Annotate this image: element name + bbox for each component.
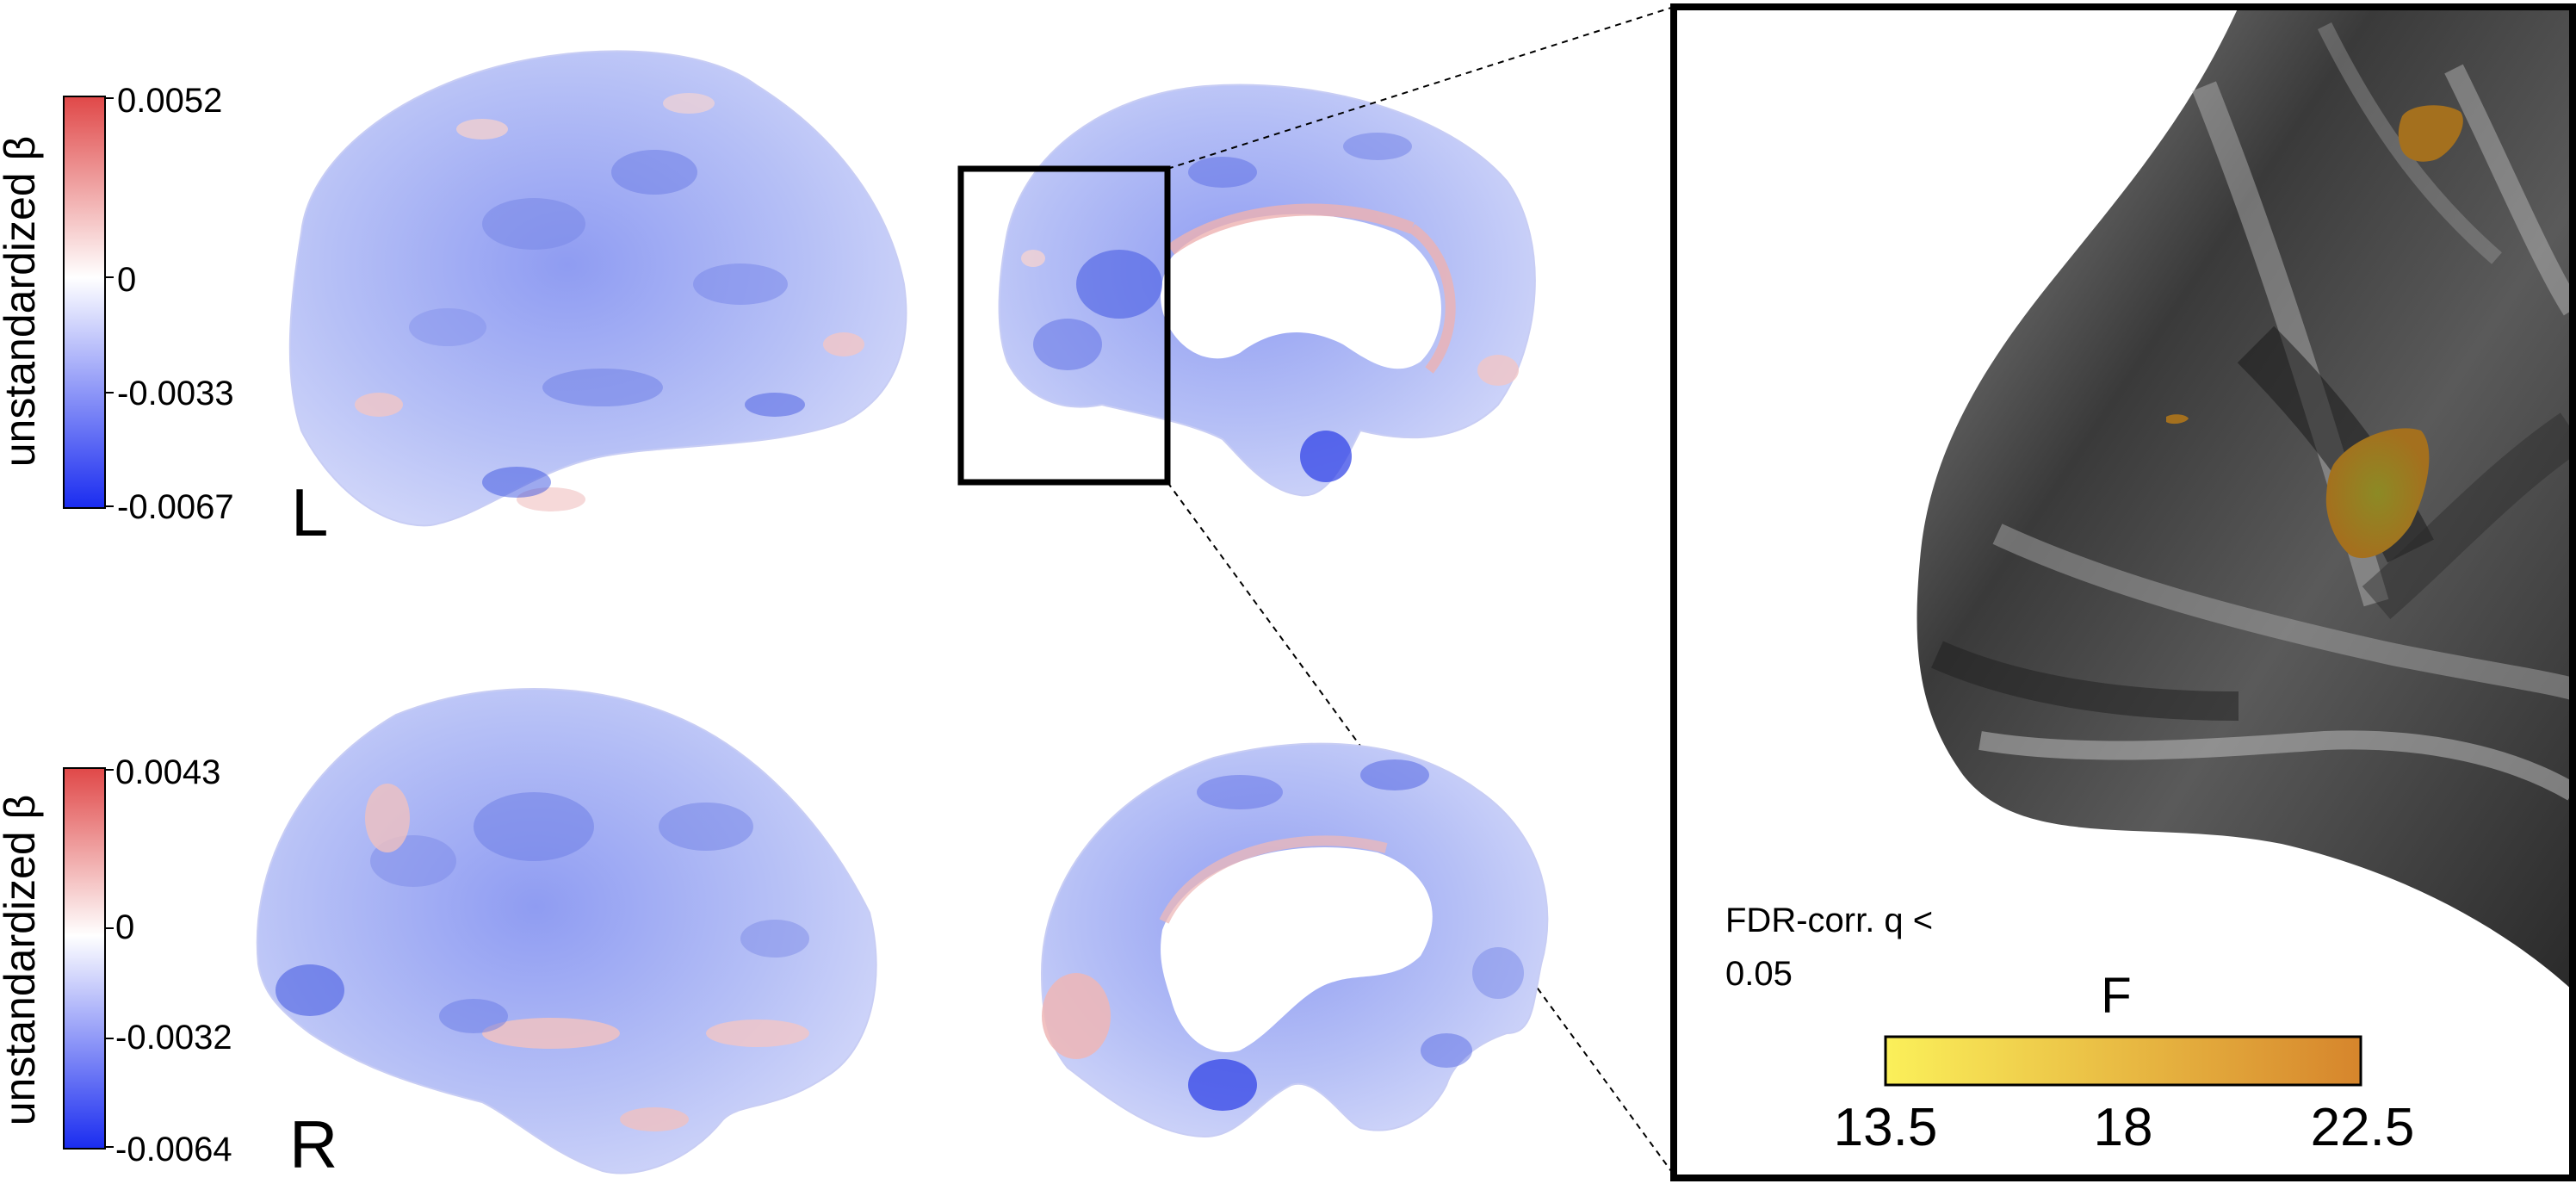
colorbar-left: 0.0052 0 -0.0033 -0.0067 unstandardized … xyxy=(0,82,234,526)
colorbar-left-gradient xyxy=(63,96,106,509)
colorbar-right-tick-min: -0.0064 xyxy=(115,1131,232,1168)
f-colorbar-title: F xyxy=(2101,968,2131,1024)
colorbar-right-tick-max: 0.0043 xyxy=(115,753,220,791)
colorbar-left-tick-zero: 0 xyxy=(117,261,136,299)
colorbar-left-tick-mid: -0.0033 xyxy=(117,375,234,412)
brain-right-medial xyxy=(1040,742,1549,1138)
f-colorbar-gradient xyxy=(1884,1035,2362,1087)
cluster-3 xyxy=(2166,414,2189,425)
colorbar-left-tick-min: -0.0067 xyxy=(117,488,234,526)
hemisphere-label-left: L xyxy=(291,474,328,550)
colorbar-right-title: unstandardized β xyxy=(0,795,44,1126)
brain-left-lateral xyxy=(288,50,907,527)
f-colorbar-tick-max: 22.5 xyxy=(2311,1098,2415,1157)
inset-panel: FDR-corr. q < 0.05 F 13.5 18 22.5 xyxy=(1670,3,2576,1181)
colorbar-left-title: unstandardized β xyxy=(0,136,44,468)
colorbar-left-tick-max: 0.0052 xyxy=(117,82,222,120)
colorbar-right-tick-zero: 0 xyxy=(115,908,134,946)
colorbar-right-tick-mid: -0.0032 xyxy=(115,1019,232,1057)
colorbar-right-gradient xyxy=(63,767,106,1150)
threshold-label-line1: FDR-corr. q < xyxy=(1725,902,1933,939)
zoom-box xyxy=(957,165,1171,486)
cluster-1 xyxy=(2398,105,2463,162)
hemisphere-label-right: R xyxy=(289,1106,337,1182)
f-colorbar-tick-mid: 18 xyxy=(2094,1098,2153,1157)
inset-border xyxy=(1670,3,2576,1181)
inset-surface xyxy=(1917,7,2573,990)
threshold-label-line2: 0.05 xyxy=(1725,955,1793,993)
brain-right-lateral xyxy=(256,688,877,1175)
colorbar-right: 0.0043 0 -0.0032 -0.0064 unstandardized … xyxy=(0,753,232,1168)
brain-left-medial xyxy=(998,84,1536,497)
cluster-2 xyxy=(2325,428,2430,559)
f-colorbar-tick-min: 13.5 xyxy=(1834,1098,1938,1157)
